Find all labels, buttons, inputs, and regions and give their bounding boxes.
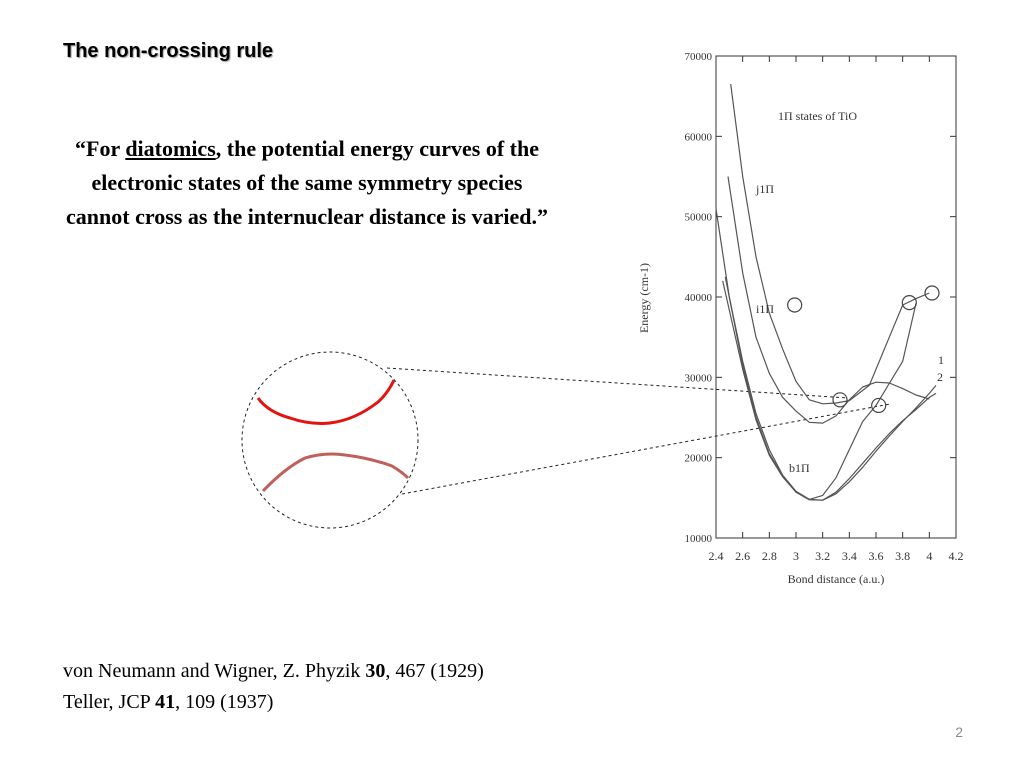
reference-1-text: von Neumann and Wigner, Z. Phyzik [63, 660, 366, 682]
y-tick-label: 40000 [685, 292, 713, 304]
y-tick-label: 60000 [685, 131, 713, 143]
quote-rest: , the potential energy curves of the ele… [66, 136, 548, 229]
page-number: 2 [955, 724, 963, 740]
slide-title: The non-crossing rule [63, 40, 274, 62]
x-tick-label: 4.2 [949, 549, 964, 563]
zoom-circle [241, 351, 419, 529]
zoom-leader-top [386, 367, 849, 399]
x-tick-label: 3.2 [815, 549, 830, 563]
avoided-crossing-marker [787, 297, 803, 313]
y-tick-label: 10000 [685, 533, 713, 545]
reference-1-volume: 30 [365, 660, 386, 682]
avoided-crossing-marker [832, 392, 848, 408]
curve-label-2: 2 [937, 370, 943, 384]
reference-2-text: Teller, JCP [63, 691, 156, 713]
reference-1-suffix: , 467 (1929) [385, 660, 484, 682]
x-tick-label: 3.4 [842, 549, 857, 563]
x-tick-label: 3.6 [869, 549, 884, 563]
x-axis-label: Bond distance (a.u.) [788, 572, 885, 586]
x-tick-label: 4 [926, 549, 932, 563]
y-tick-label: 30000 [685, 372, 713, 384]
reference-2-volume: 41 [155, 691, 176, 713]
avoided-crossing-marker [901, 295, 917, 311]
y-tick-label: 20000 [685, 453, 713, 465]
references: von Neumann and Wigner, Z. Phyzik 30, 46… [63, 656, 484, 718]
x-tick-label: 3 [793, 549, 799, 563]
quote-text: “For diatomics, the potential energy cur… [62, 132, 552, 234]
state-label-b: b1Π [789, 461, 810, 475]
zoom-leader-bottom [401, 403, 891, 495]
y-tick-label: 70000 [685, 51, 713, 63]
x-tick-label: 3.8 [895, 549, 910, 563]
avoided-crossing-marker [871, 397, 887, 414]
reference-2-suffix: , 109 (1937) [175, 691, 274, 713]
x-tick-label: 2.6 [735, 549, 750, 563]
quote-open: “For [75, 136, 126, 161]
y-axis-label: Energy (cm-1) [637, 263, 651, 333]
x-tick-label: 2.4 [709, 549, 724, 563]
quote-term: diatomics [125, 136, 216, 161]
zoom-lower-curve [261, 452, 410, 493]
avoided-crossing-marker [924, 285, 940, 301]
state-label-j: j1Π [755, 182, 774, 196]
curve-label-1: 1 [938, 353, 944, 367]
energy-plot: 10000 20000 30000 40000 50000 60000 70000 2.4 2… [637, 51, 964, 586]
curve-series-2 [727, 176, 930, 424]
reference-1: von Neumann and Wigner, Z. Phyzik 30, 46… [63, 656, 484, 687]
reference-2: Teller, JCP 41, 109 (1937) [63, 687, 484, 718]
curve-series-1 [730, 84, 930, 405]
curve-series-3 [715, 208, 917, 500]
state-label-i: i1Π [756, 302, 774, 316]
zoom-inset [241, 351, 891, 529]
y-tick-label: 50000 [685, 212, 713, 224]
zoom-upper-curve [256, 379, 396, 425]
x-tick-label: 2.8 [762, 549, 777, 563]
curve-series-5 [722, 280, 937, 501]
plot-title: 1Π states of TiO [778, 109, 857, 123]
